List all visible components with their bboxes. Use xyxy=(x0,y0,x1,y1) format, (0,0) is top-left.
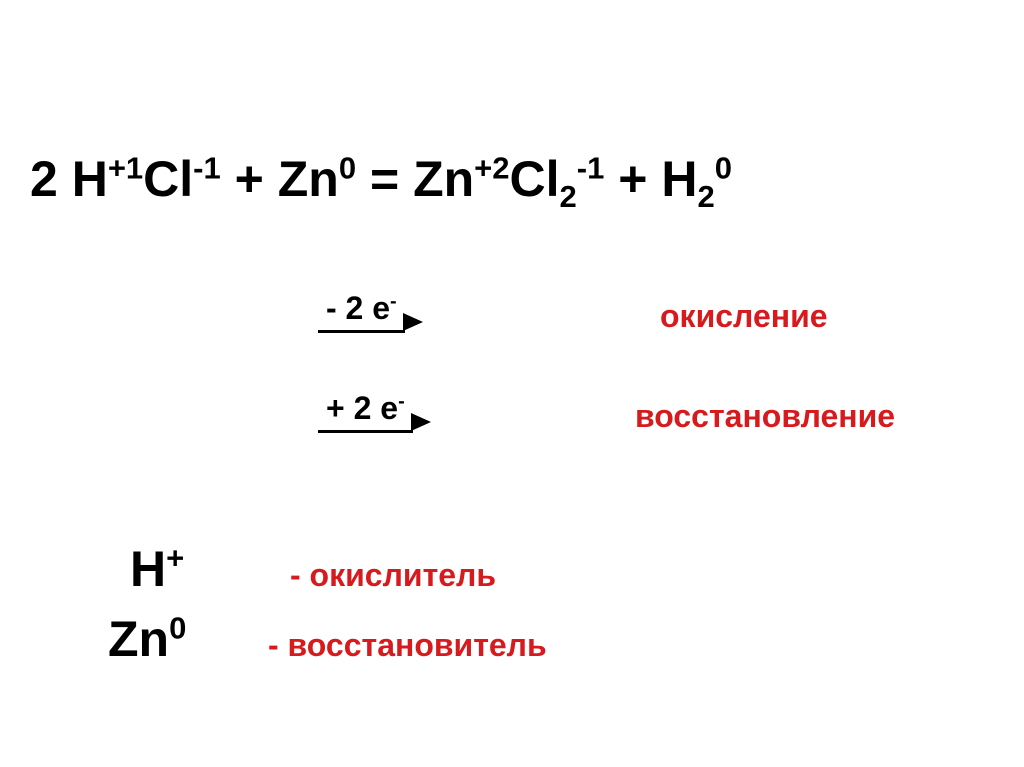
gain-sup: - xyxy=(398,390,405,412)
reducer-symbol: Zn0 xyxy=(108,610,268,668)
charge-Cl: -1 xyxy=(193,150,221,185)
oxidizer-symbol: H+ xyxy=(130,540,290,598)
charge-H: +1 xyxy=(108,150,143,185)
sub-Cl2: 2 xyxy=(560,179,577,214)
reducer-sup: 0 xyxy=(169,610,186,645)
reduction-label: восстановление xyxy=(635,398,895,435)
elem-Cl2: Cl xyxy=(510,151,560,207)
sub-H2: 2 xyxy=(697,179,714,214)
op-plus2: + xyxy=(604,151,661,207)
oxidizer-sym-text: H xyxy=(130,541,166,597)
electron-loss-label: - 2 е- xyxy=(318,290,405,333)
gain-text: + 2 е xyxy=(326,390,398,426)
elem-Zn2: Zn xyxy=(413,151,474,207)
oxidizer-sup: + xyxy=(166,540,184,575)
oxidation-label: окисление xyxy=(660,298,828,335)
charge-Zn2: +2 xyxy=(474,150,509,185)
arrow-head-icon xyxy=(403,313,423,331)
reducer-sym-text: Zn xyxy=(108,611,169,667)
op-eq: = xyxy=(356,151,413,207)
loss-text: - 2 е xyxy=(326,290,390,326)
elem-Cl: Cl xyxy=(143,151,193,207)
electron-loss-arrow: - 2 е- xyxy=(318,290,423,333)
elem-H: H xyxy=(72,151,108,207)
elem-Zn: Zn xyxy=(278,151,339,207)
charge-Cl2: -1 xyxy=(577,150,605,185)
oxidizer-role-text: - окислитель xyxy=(290,557,496,594)
elem-H2: H xyxy=(661,151,697,207)
op-plus: + xyxy=(221,151,278,207)
arrow-head-icon xyxy=(411,413,431,431)
loss-sup: - xyxy=(390,290,397,312)
redox-equation: 2 H+1Cl-1 + Zn0 = Zn+2Cl2-1 + H20 xyxy=(30,150,732,208)
reducer-row: Zn0 - восстановитель xyxy=(108,610,547,668)
charge-H2: 0 xyxy=(715,150,732,185)
oxidizer-row: H+ - окислитель xyxy=(130,540,496,598)
coeff: 2 xyxy=(30,151,72,207)
charge-Zn: 0 xyxy=(339,150,356,185)
electron-gain-label: + 2 е- xyxy=(318,390,413,433)
reducer-role-text: - восстановитель xyxy=(268,627,547,664)
electron-gain-arrow: + 2 е- xyxy=(318,390,431,433)
